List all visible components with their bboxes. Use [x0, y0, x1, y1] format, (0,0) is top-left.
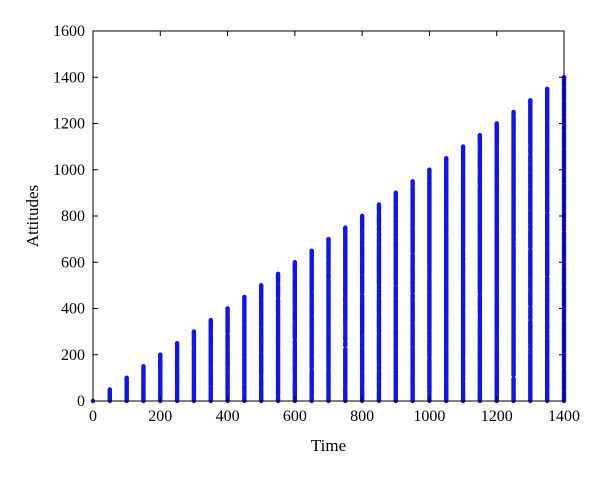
data-point — [444, 155, 449, 161]
data-point — [326, 236, 331, 242]
data-points — [90, 75, 567, 404]
data-point — [359, 213, 365, 219]
data-point — [544, 86, 550, 92]
data-point — [494, 121, 499, 126]
data-point — [259, 283, 264, 288]
y-axis-title: Attitudes — [23, 185, 42, 247]
data-point — [343, 225, 348, 230]
data-point — [141, 364, 146, 369]
x-axis-title: Time — [311, 436, 346, 455]
y-axis-ticks: 0 200 400 600 800 1000 1200 1400 1600 — [53, 23, 564, 410]
y-tick-label: 0 — [77, 393, 85, 410]
x-tick-label: 1200 — [481, 408, 513, 425]
data-point — [107, 387, 113, 392]
x-tick-label: 400 — [216, 408, 240, 425]
y-tick-label: 1400 — [53, 69, 85, 86]
data-point — [292, 260, 298, 265]
data-point — [191, 329, 197, 334]
data-point — [477, 132, 483, 138]
x-tick-label: 200 — [148, 408, 172, 425]
data-point — [393, 190, 398, 196]
data-point — [528, 98, 533, 103]
data-point — [124, 375, 129, 381]
data-point — [511, 109, 516, 115]
y-tick-label: 1000 — [53, 162, 85, 179]
data-point — [460, 144, 466, 149]
y-tick-label: 200 — [61, 347, 85, 364]
data-point — [343, 347, 348, 352]
data-point — [511, 376, 516, 381]
y-tick-label: 1600 — [53, 23, 85, 40]
data-point — [208, 317, 213, 323]
y-tick-label: 400 — [61, 301, 85, 318]
data-point — [242, 294, 247, 300]
x-tick-label: 800 — [350, 408, 374, 425]
data-point — [309, 248, 314, 253]
data-point — [427, 167, 432, 172]
data-point — [410, 179, 415, 184]
y-tick-label: 1200 — [53, 116, 85, 133]
y-tick-label: 600 — [61, 254, 85, 271]
x-tick-label: 600 — [283, 408, 307, 425]
y-tick-label: 800 — [61, 208, 85, 225]
data-point — [158, 352, 163, 357]
x-tick-label: 1400 — [548, 408, 580, 425]
x-axis-ticks: 0 200 400 600 800 1000 1200 1400 — [89, 31, 580, 425]
x-tick-label: 1000 — [413, 408, 445, 425]
data-point — [376, 202, 382, 207]
data-point — [174, 340, 180, 346]
x-tick-label: 0 — [89, 408, 97, 425]
data-point — [275, 271, 281, 277]
data-point — [225, 306, 230, 311]
